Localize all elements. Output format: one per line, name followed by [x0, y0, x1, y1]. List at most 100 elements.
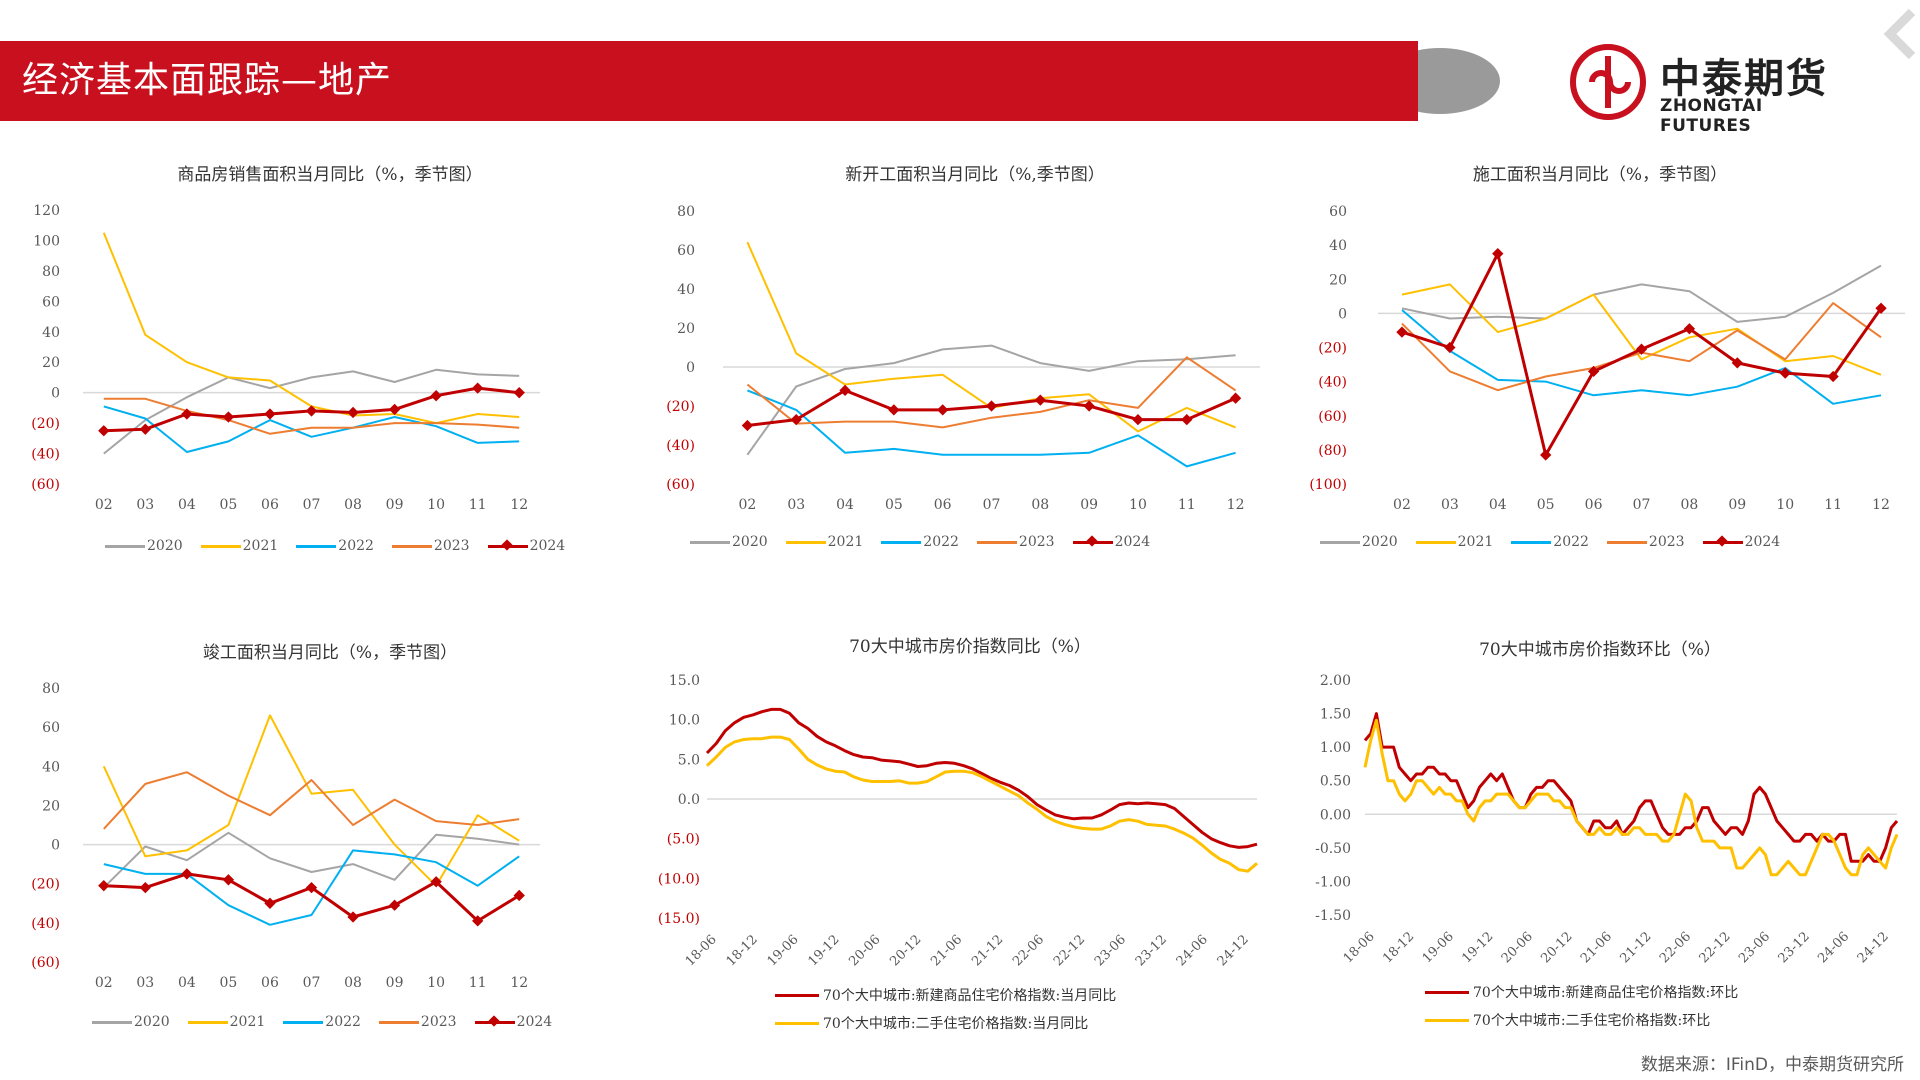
legend-item: 2023 [1606, 534, 1685, 550]
x-tick-label: 10 [427, 975, 445, 991]
legend-label: 2020 [1362, 534, 1398, 550]
legend-swatch [1320, 540, 1360, 544]
logo-english-name: ZHONGTAI FUTURES [1660, 96, 1763, 136]
y-tick-label: 80 [677, 204, 695, 220]
x-tick-label: 12 [510, 497, 528, 513]
data-point-2024 [1492, 247, 1504, 260]
chart-plot: 2.00 1.50 1.00 0.50 0.00 -0.50 -1.00 -1.50 18-06… [1315, 673, 1899, 966]
x-tick-label: 09 [1080, 497, 1098, 513]
legend-label: 2024 [516, 1014, 553, 1030]
y-tick-label: 40 [677, 282, 695, 298]
legend-swatch [474, 1014, 515, 1027]
x-tick-label: 04 [836, 497, 854, 513]
x-tick-label: 19-06 [1420, 929, 1457, 966]
legend-label: 2022 [1553, 534, 1589, 550]
x-tick-label: 10 [1129, 497, 1147, 513]
x-tick-label: 22-06 [1657, 929, 1694, 966]
x-tick-label: 05 [885, 497, 903, 513]
y-tick-label: 60 [42, 294, 60, 310]
legend-item: 70个大中城市:新建商品住宅价格指数:当月同比 [775, 981, 1116, 1009]
y-tick-label: 10.0 [669, 713, 700, 729]
data-point-2024 [388, 899, 401, 911]
y-tick-label: 80 [42, 264, 60, 280]
legend-item: 2022 [1511, 534, 1589, 550]
data-point-2024 [513, 387, 525, 399]
chart-plot: 60 40 20 0 (20) (40) (60) (80) (100) 02 03 04 05 06 07… [1309, 204, 1905, 513]
y-tick-label: 20 [42, 355, 60, 371]
x-tick-label: 04 [1489, 497, 1507, 513]
legend-label: 2020 [134, 1014, 170, 1030]
chart-legend: 2020 2021 2022 2023 2024 [690, 534, 1168, 550]
x-tick-label: 07 [983, 497, 1001, 513]
x-tick-label: 19-12 [805, 932, 842, 969]
legend-item: 2020 [690, 534, 768, 550]
series-line-2022 [103, 405, 520, 453]
x-tick-label: 07 [303, 497, 321, 513]
x-tick-label: 07 [1633, 497, 1651, 513]
data-point-2024 [98, 880, 110, 892]
chart-legend: 70个大中城市:新建商品住宅价格指数:环比 70个大中城市:二手住宅价格指数:环比 [1425, 978, 1738, 1034]
chart-title: 商品房销售面积当月同比（%，季节图） [177, 165, 483, 185]
x-tick-label: 08 [1031, 497, 1049, 513]
legend-swatch [283, 1020, 324, 1024]
legend-swatch [1425, 990, 1469, 994]
x-tick-label: 24-06 [1174, 932, 1211, 969]
series-line-2023 [746, 356, 1237, 429]
x-tick-label: 03 [787, 497, 805, 513]
legend-label: 70个大中城市:二手住宅价格指数:环比 [1473, 1013, 1711, 1029]
logo-mark-icon [1570, 44, 1646, 120]
legend-item: 70个大中城市:二手住宅价格指数:当月同比 [775, 1009, 1116, 1037]
x-tick-label: 21-06 [928, 932, 965, 969]
x-tick-label: 23-06 [1736, 929, 1773, 966]
data-point-2024 [139, 881, 151, 894]
y-tick-label: (60) [31, 477, 60, 493]
y-tick-label: (20) [1318, 341, 1347, 357]
data-point-2024 [430, 390, 442, 402]
series-line-2023 [103, 397, 520, 435]
y-tick-label: 0 [51, 838, 60, 854]
legend-swatch [1072, 534, 1113, 547]
legend-item: 2024 [487, 538, 565, 554]
series-line-2023 [103, 771, 520, 830]
y-tick-label: 100 [33, 233, 60, 249]
y-tick-label: (60) [666, 477, 695, 493]
legend-marker [1085, 534, 1098, 547]
y-tick-label: 0 [686, 360, 695, 376]
y-tick-label: (60) [31, 955, 60, 971]
x-tick-label: 23-12 [1133, 932, 1170, 969]
y-tick-label: 2.00 [1320, 673, 1351, 689]
data-point-2024 [1229, 392, 1242, 404]
y-tick-label: (40) [31, 447, 60, 463]
data-point-2024 [1731, 357, 1743, 369]
y-tick-label: 20 [677, 321, 695, 337]
legend-swatch [1511, 540, 1552, 544]
chart-title: 施工面积当月同比（%，季节图） [1472, 165, 1728, 185]
legend-item: 2020 [92, 1014, 170, 1030]
legend-item: 2021 [1415, 534, 1493, 550]
data-point-2024 [1540, 449, 1552, 461]
legend-swatch [200, 544, 241, 548]
legend-item: 2021 [785, 534, 863, 550]
x-tick-label: 20-12 [887, 932, 924, 969]
legend-label: 2020 [147, 538, 183, 554]
legend-label: 2023 [420, 1014, 457, 1030]
y-tick-label: 80 [42, 681, 60, 697]
logo-chinese-name: 中泰期货 [1660, 56, 1828, 102]
x-tick-label: 03 [136, 975, 154, 991]
x-tick-label: 21-06 [1578, 929, 1615, 966]
data-point-2024 [305, 405, 318, 417]
legend-swatch [487, 538, 528, 551]
y-tick-label: (40) [31, 916, 60, 932]
title-bar: 经济基本面跟踪—地产 [0, 41, 1418, 121]
x-tick-label: 04 [178, 497, 196, 513]
x-tick-label: 08 [344, 975, 362, 991]
company-logo: 中泰期货 ZHONGTAI FUTURES [1568, 40, 1858, 136]
series-line [1363, 712, 1899, 863]
legend-swatch [1425, 1018, 1469, 1022]
chart-completions: 竣工面积当月同比（%，季节图） 80 60 40 20 0 (20) (40) (60) 02 0… [20, 628, 640, 1048]
chart-title: 新开工面积当月同比（%,季节图） [845, 165, 1105, 185]
x-tick-label: 06 [934, 497, 952, 513]
legend-label: 70个大中城市:新建商品住宅价格指数:当月同比 [823, 988, 1117, 1004]
legend-swatch [775, 1021, 819, 1025]
x-tick-label: 12 [510, 975, 528, 991]
